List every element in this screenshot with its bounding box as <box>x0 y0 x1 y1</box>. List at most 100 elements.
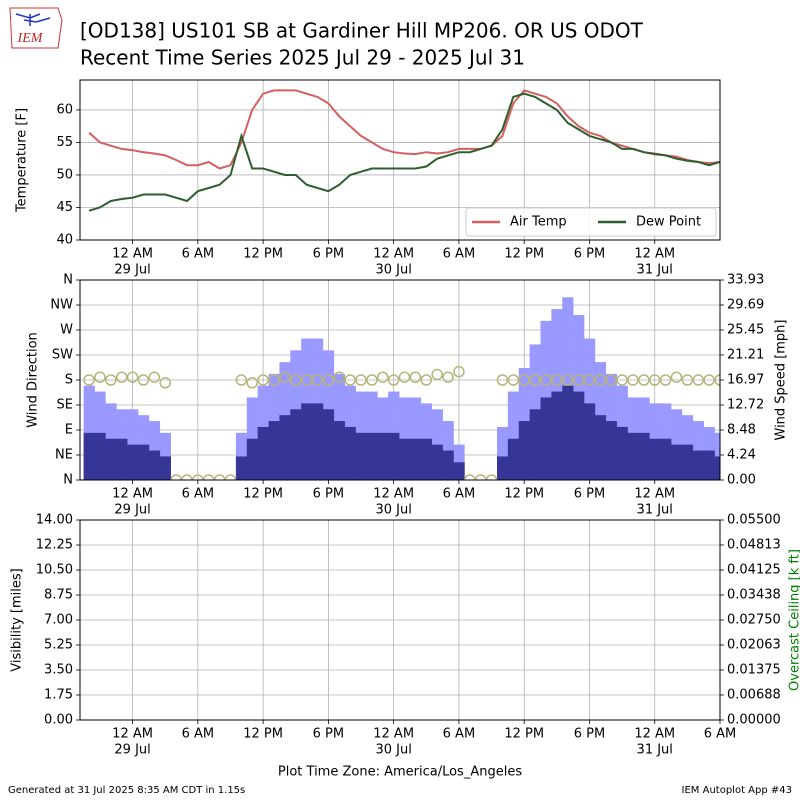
bar <box>671 444 683 480</box>
title-line: Recent Time Series 2025 Jul 29 - 2025 Ju… <box>80 46 525 70</box>
bar <box>94 432 106 480</box>
x-tick-label: 12 AM <box>112 727 153 742</box>
point <box>257 374 269 386</box>
bar <box>344 426 356 480</box>
logo: IEM <box>9 7 63 49</box>
point <box>105 374 117 386</box>
point <box>681 374 694 386</box>
point <box>442 371 454 383</box>
legend-label: Dew Point <box>636 215 701 230</box>
footer-right: IEM Autoplot App #43 <box>682 785 792 796</box>
y-tick-label: 8.75 <box>44 588 73 603</box>
x-tick-label: 6 PM <box>313 247 344 262</box>
point <box>638 374 650 386</box>
x-tick-label: 6 AM <box>182 727 215 742</box>
point <box>692 374 704 386</box>
y-tick-label: 40 <box>56 233 73 248</box>
x-tick-label: 12 AM <box>634 727 675 742</box>
y2-tick-label: 16.97 <box>727 372 764 387</box>
x-tick-label: 12 AM <box>112 487 153 502</box>
bar <box>116 438 128 480</box>
y2-tick-label: 0.04125 <box>727 563 781 578</box>
bar <box>496 426 509 480</box>
point <box>594 374 607 386</box>
x-tick-label: 12 PM <box>504 487 544 502</box>
point <box>224 474 237 480</box>
point <box>703 374 715 386</box>
bar <box>355 432 367 480</box>
y2-tick-label: 25.45 <box>727 322 764 337</box>
point <box>83 374 95 386</box>
bar <box>442 450 454 480</box>
y2-tick-label: 0.05500 <box>727 513 781 528</box>
point <box>181 474 193 480</box>
logo-text: IEM <box>17 31 44 46</box>
point <box>648 374 661 386</box>
bar <box>507 438 520 480</box>
point <box>605 374 617 386</box>
point <box>540 374 552 386</box>
point <box>659 374 672 386</box>
x-axis-label: Plot Time Zone: America/Los_Angeles <box>278 765 522 780</box>
y-tick-label: SW <box>52 348 73 363</box>
x-tick-date: 30 Jul <box>375 743 411 758</box>
bar <box>377 432 389 480</box>
y2-tick-label: 0.02063 <box>727 637 781 652</box>
point <box>627 374 639 386</box>
bar <box>148 450 161 480</box>
bar <box>322 409 335 480</box>
point <box>572 374 585 386</box>
point <box>714 374 720 386</box>
bar <box>333 421 346 480</box>
bar <box>159 456 171 480</box>
bar <box>660 438 672 480</box>
y-tick-label: 3.50 <box>44 663 73 678</box>
point <box>202 474 215 480</box>
point <box>431 368 443 381</box>
x-tick-label: 12 PM <box>243 727 283 742</box>
x-tick-label: 6 AM <box>182 487 215 502</box>
y-tick-label: 1.75 <box>44 688 73 703</box>
bar <box>605 421 617 480</box>
y-tick-label: 10.50 <box>36 563 73 578</box>
bar <box>496 456 509 480</box>
y-axis-label: Visibility [miles] <box>10 568 25 671</box>
point <box>387 374 400 386</box>
bar <box>279 415 291 480</box>
x-tick-label: 6 AM <box>704 727 737 742</box>
y2-tick-label: 0.00688 <box>727 687 781 702</box>
y-tick-label: W <box>60 323 73 338</box>
y-tick-label: N <box>63 473 73 488</box>
point <box>137 374 150 386</box>
plot-frame <box>79 79 721 241</box>
bar <box>703 450 715 480</box>
bar <box>246 438 258 480</box>
y2-tick-label: 33.93 <box>727 273 764 288</box>
y-tick-label: NW <box>50 298 73 313</box>
series-line <box>88 89 720 170</box>
point <box>409 371 422 383</box>
point <box>561 374 574 386</box>
x-tick-date: 30 Jul <box>375 263 411 278</box>
bar <box>638 432 650 480</box>
bar <box>453 462 465 480</box>
bar <box>366 432 378 480</box>
x-tick-label: 12 AM <box>634 487 675 502</box>
y-tick-label: 0.00 <box>44 713 73 728</box>
x-tick-label: 12 PM <box>504 247 544 262</box>
x-tick-label: 6 AM <box>182 247 215 262</box>
y-tick-label: 5.25 <box>44 638 73 653</box>
point <box>126 371 139 383</box>
point <box>170 474 182 480</box>
bar <box>529 409 541 480</box>
point <box>670 371 683 383</box>
bar <box>127 444 139 480</box>
point <box>507 374 520 386</box>
point <box>551 374 563 386</box>
x-tick-label: 6 AM <box>443 487 476 502</box>
y2-tick-label: 0.01375 <box>727 663 781 678</box>
bar <box>573 391 585 480</box>
x-tick-date: 30 Jul <box>375 503 411 518</box>
title-line: [OD138] US101 SB at Gardiner Hill MP206.… <box>80 19 644 43</box>
x-tick-date: 29 Jul <box>114 503 150 518</box>
